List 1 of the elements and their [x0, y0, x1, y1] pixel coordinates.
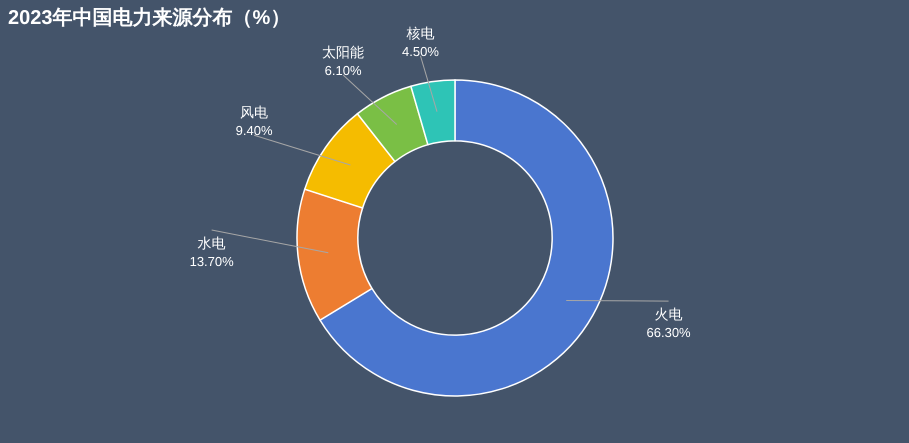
title: 2023年中国电力来源分布（%）: [8, 7, 290, 29]
